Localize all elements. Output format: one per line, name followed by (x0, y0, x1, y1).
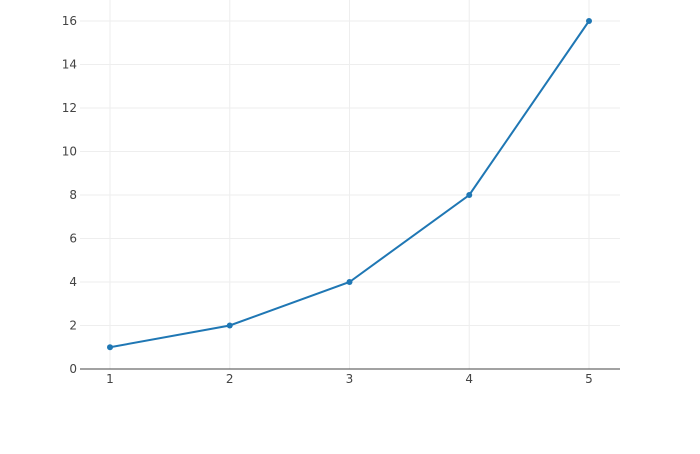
x-tick-label: 2 (226, 372, 234, 386)
y-tick-label: 2 (69, 319, 77, 333)
y-tick-label: 6 (69, 232, 77, 246)
data-point[interactable] (107, 344, 113, 351)
y-tick-label: 10 (62, 145, 77, 159)
y-tick-label: 12 (62, 101, 77, 115)
y-tick-label: 16 (62, 14, 77, 28)
x-tick-label: 1 (106, 372, 114, 386)
data-point[interactable] (466, 192, 473, 198)
y-tick-label: 8 (69, 188, 77, 202)
y-tick-label: 4 (69, 275, 77, 289)
data-point[interactable] (346, 279, 353, 285)
y-tick-label: 14 (62, 58, 77, 72)
grid (80, 0, 620, 369)
x-tick-label: 3 (346, 372, 354, 386)
x-tick-label: 4 (465, 372, 473, 386)
data-point[interactable] (586, 18, 592, 24)
series (107, 18, 592, 351)
data-point[interactable] (226, 322, 233, 329)
y-tick-label: 0 (69, 362, 77, 376)
x-tick-label: 5 (585, 372, 593, 386)
